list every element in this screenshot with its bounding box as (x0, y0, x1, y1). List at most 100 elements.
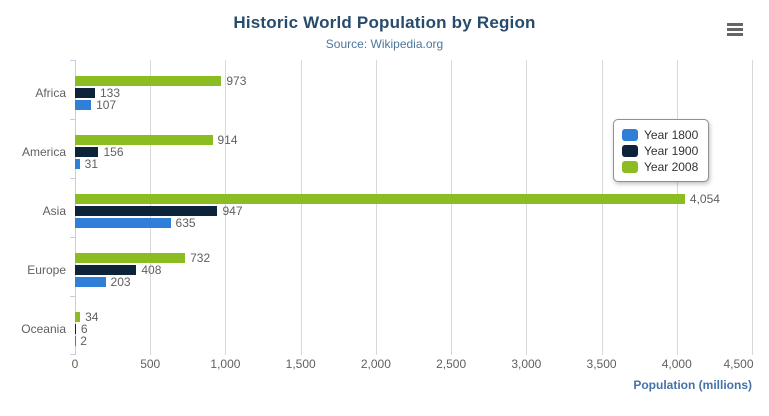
bar-year-2008-europe[interactable] (75, 253, 186, 263)
bar-value-label: 31 (84, 157, 99, 171)
legend-swatch-icon (622, 129, 638, 141)
bar-year-1900-africa[interactable] (75, 88, 95, 98)
bar-row: Europe 732 408 203 (0, 237, 769, 296)
bar-group: 4,054 947 635 (75, 192, 752, 230)
x-axis-tick-label: 500 (140, 357, 161, 371)
bar-value-label: 6 (80, 322, 88, 336)
bar-year-1800-asia[interactable] (75, 218, 171, 228)
bar-line: 635 (75, 216, 752, 230)
bar-value-label: 156 (103, 145, 124, 159)
category-axis-tick (70, 354, 75, 355)
bar-line: 133 (75, 86, 752, 100)
category-label: America (21, 145, 66, 159)
x-axis-tick-label: 4,500 (723, 357, 754, 371)
legend-swatch-icon (622, 161, 638, 173)
bar-year-1900-america[interactable] (75, 147, 99, 157)
category-axis-tick (70, 296, 75, 297)
chart-title: Historic World Population by Region (233, 13, 536, 32)
category-label: Europe (27, 263, 66, 277)
hamburger-icon (727, 27, 743, 31)
bar-line: 6 (75, 322, 752, 336)
bar-value-label: 4,054 (689, 192, 720, 206)
bar-year-1900-oceania[interactable] (75, 324, 76, 334)
bar-line: 107 (75, 98, 752, 112)
bar-year-2008-africa[interactable] (75, 76, 222, 86)
legend-item-year-1900[interactable]: Year 1900 (622, 143, 698, 159)
bar-line: 408 (75, 263, 752, 277)
bar-value-label: 107 (96, 98, 117, 112)
gridline (375, 60, 377, 355)
bar-value-label: 635 (175, 216, 196, 230)
gridline (526, 60, 528, 355)
x-axis-tick-label: 3,000 (511, 357, 542, 371)
bar-year-1800-america[interactable] (75, 159, 80, 169)
bar-line: 4,054 (75, 192, 752, 206)
bar-year-1900-asia[interactable] (75, 206, 218, 216)
category-axis-tick (70, 60, 75, 61)
bar-value-label: 133 (100, 86, 121, 100)
bar-year-1800-africa[interactable] (75, 100, 92, 110)
bar-year-2008-oceania[interactable] (75, 312, 81, 322)
x-axis: 0 500 1,000 1,500 2,000 2,500 3,000 3,500 4,000 4… (71, 357, 754, 371)
category-axis-tick (70, 237, 75, 238)
bar-line: 732 (75, 251, 752, 265)
bar-line: 914 (75, 133, 752, 147)
hamburger-icon (727, 32, 743, 36)
legend-swatch-icon (622, 145, 638, 157)
x-axis-tick-label: 1,000 (210, 357, 241, 371)
bar-value-label: 34 (85, 310, 99, 324)
bar-year-2008-asia[interactable] (75, 194, 685, 204)
bar-line: 34 (75, 310, 752, 324)
bar-value-label: 947 (222, 204, 243, 218)
bar-value-label: 914 (217, 133, 238, 147)
chart-subtitle: Source: Wikipedia.org (325, 37, 444, 51)
category-label: Oceania (21, 322, 66, 336)
gridline (601, 60, 603, 355)
legend-item-label: Year 1900 (644, 144, 699, 158)
legend-item-label: Year 1800 (644, 128, 699, 142)
bar-value-label: 408 (141, 263, 162, 277)
x-axis-tick-label: 0 (71, 357, 79, 371)
x-axis-tick-label: 3,500 (586, 357, 617, 371)
gridline (752, 60, 753, 355)
plot-area: Africa 973 133 107 America 914 156 31 Asia 4,054 9… (0, 60, 769, 355)
bar-value-label: 2 (80, 334, 87, 348)
legend-item-year-2008[interactable]: Year 2008 (622, 159, 698, 175)
legend-item-label: Year 2008 (644, 160, 699, 174)
bar-group: 34 6 2 (75, 310, 752, 348)
gridline (676, 60, 678, 355)
x-axis-title: Population (millions) (633, 378, 752, 392)
bar-row: Oceania 34 6 2 (0, 296, 769, 355)
bar-year-1900-europe[interactable] (75, 265, 137, 275)
bar-line: 203 (75, 275, 752, 289)
bar-group: 973 133 107 (75, 74, 752, 112)
category-axis-tick (70, 119, 75, 120)
bar-row: Africa 973 133 107 (0, 60, 769, 119)
bar-value-label: 973 (226, 74, 247, 88)
bar-row: America 914 156 31 (0, 119, 769, 178)
export-menu-button[interactable] (726, 19, 748, 39)
bar-year-2008-america[interactable] (75, 135, 213, 145)
gridline (225, 60, 227, 355)
legend-item-year-1800[interactable]: Year 1800 (622, 127, 698, 143)
x-axis-tick-label: 2,500 (436, 357, 467, 371)
hamburger-icon (727, 22, 743, 26)
legend: Year 1800 Year 1900 Year 2008 (613, 119, 710, 182)
x-axis-tick-label: 4,000 (661, 357, 692, 371)
category-label: Asia (42, 204, 66, 218)
bar-line: 156 (75, 145, 752, 159)
bar-line: 947 (75, 204, 752, 218)
bar-group: 914 156 31 (75, 133, 752, 171)
bar-group: 732 408 203 (75, 251, 752, 289)
bar-value-label: 732 (190, 251, 211, 265)
x-axis-tick-label: 1,500 (285, 357, 316, 371)
bar-year-1800-europe[interactable] (75, 277, 106, 287)
bar-line: 31 (75, 157, 752, 171)
bar-line: 973 (75, 74, 752, 88)
category-label: Africa (35, 86, 66, 100)
bar-value-label: 203 (110, 275, 131, 289)
category-axis-tick (70, 178, 75, 179)
gridline (300, 60, 302, 355)
x-axis-tick-label: 2,000 (360, 357, 391, 371)
